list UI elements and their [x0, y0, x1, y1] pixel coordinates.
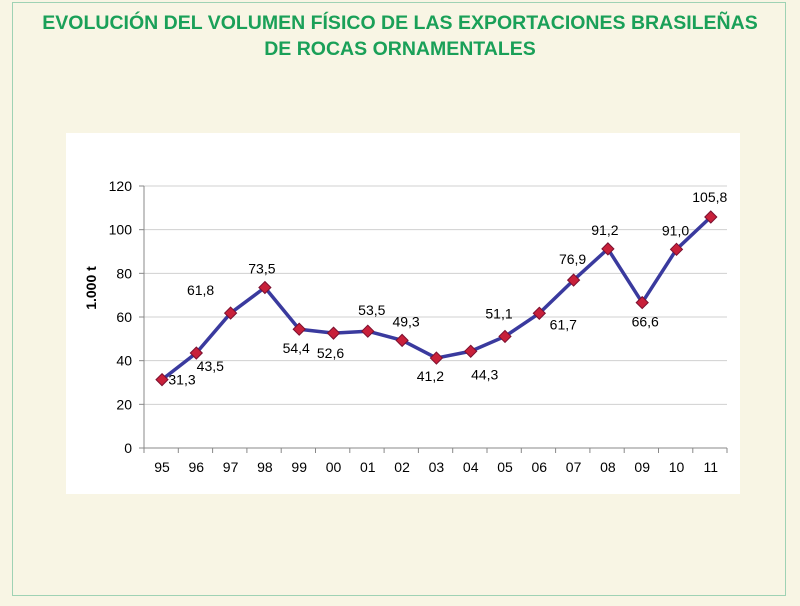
x-tick-label: 99 [291, 459, 307, 475]
data-point-marker [635, 295, 649, 310]
x-tick-label: 08 [600, 459, 616, 475]
chart-title-line-2: DE ROCAS ORNAMENTALES [264, 38, 536, 60]
data-point-marker [258, 280, 272, 295]
figure-frame [12, 2, 786, 596]
x-tick-label: 05 [497, 459, 513, 475]
y-tick-label: 40 [116, 353, 132, 369]
data-point-marker [704, 210, 718, 224]
data-label: 91,0 [662, 222, 689, 238]
data-label: 49,3 [392, 313, 419, 329]
y-tick-label: 60 [116, 309, 132, 325]
data-point-marker [532, 306, 547, 320]
x-tick-label: 01 [360, 459, 376, 475]
data-label: 43,5 [197, 358, 224, 374]
data-point-marker [361, 324, 375, 338]
data-point-marker [326, 326, 341, 340]
y-axis-label: 1.000 t [83, 266, 99, 310]
x-tick-label: 10 [669, 459, 685, 475]
x-tick-label: 03 [429, 459, 445, 475]
y-tick-label: 80 [116, 265, 132, 281]
gridlines [144, 185, 727, 405]
data-label: 53,5 [358, 302, 385, 318]
data-label: 73,5 [248, 261, 275, 277]
x-tick-label: 00 [326, 459, 342, 475]
y-tick-label: 20 [116, 396, 132, 412]
x-tick-label: 09 [634, 459, 650, 475]
data-label: 61,7 [550, 316, 577, 332]
x-tick-label: 11 [704, 459, 719, 475]
data-point-marker [223, 306, 238, 320]
chart-title-line-1: EVOLUCIÓN DEL VOLUMEN FÍSICO DE LAS EXPO… [42, 12, 758, 34]
y-tick-label: 100 [109, 222, 133, 238]
data-point-marker [292, 322, 306, 336]
data-point-marker [155, 372, 169, 387]
tick-labels: 0 20 40 60 80 100 120 95 96 97 98 99 00 01 02 03 04 05 06 0… [109, 178, 719, 475]
x-tick-label: 96 [189, 459, 205, 475]
x-tick-label: 98 [257, 459, 273, 475]
data-point-marker [395, 333, 409, 348]
data-label: 31,3 [168, 372, 195, 388]
axes [139, 185, 728, 453]
y-tick-label: 120 [109, 178, 133, 194]
data-point-marker [566, 273, 581, 287]
data-label: 105,8 [692, 189, 727, 205]
x-tick-label: 02 [394, 459, 410, 475]
y-tick-label: 0 [124, 440, 132, 456]
data-label: 91,2 [591, 222, 618, 238]
data-point-marker [601, 242, 615, 256]
data-label: 66,6 [632, 314, 659, 330]
data-point-marker [189, 346, 204, 360]
data-label: 41,2 [417, 368, 444, 384]
data-label: 54,4 [283, 340, 310, 356]
data-point-marker [463, 344, 478, 358]
data-label: 52,6 [317, 345, 344, 361]
data-point-marker [669, 242, 684, 257]
plot-panel [66, 133, 740, 494]
x-tick-label: 95 [154, 459, 170, 475]
data-label: 51,1 [485, 305, 512, 321]
x-tick-label: 04 [463, 459, 479, 475]
data-label: 76,9 [559, 251, 586, 267]
data-label: 44,3 [471, 366, 498, 382]
markers [155, 210, 718, 387]
x-tick-label: 06 [532, 459, 548, 475]
data-labels: 31,343,5 61,8 73,5 54,4 52,6 53,5 49,3 41,2 44,3… [168, 189, 727, 388]
x-tick-label: 97 [223, 459, 239, 475]
x-tick-label: 07 [566, 459, 582, 475]
data-label: 61,8 [187, 282, 214, 298]
data-point-marker [429, 351, 444, 365]
data-point-marker [498, 329, 512, 344]
